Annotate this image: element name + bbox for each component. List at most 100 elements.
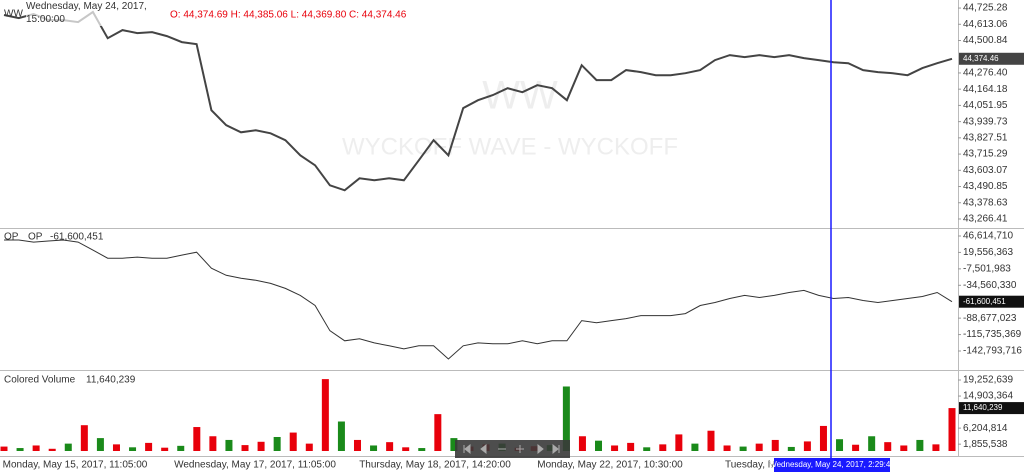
volume-bar [418, 448, 426, 451]
last-value-label: 44,374.46 [963, 54, 999, 63]
volume-bar [868, 436, 876, 451]
nav-icons [463, 443, 560, 455]
volume-bar [932, 444, 940, 451]
volume-bar [723, 445, 731, 451]
volume-bar [32, 445, 40, 451]
price-line [4, 239, 953, 360]
volume-bar [112, 444, 120, 451]
volume-bar [819, 425, 827, 451]
symbol: WW [4, 9, 23, 20]
volume-bar [321, 379, 329, 451]
volume-bar [611, 445, 619, 451]
volume-bar [273, 436, 281, 451]
date-box: Wednesday, May 24, 2017, 15:00:00 [26, 0, 150, 26]
y-tick-label: 43,939.73 [963, 116, 1008, 127]
y-tick-label: 44,613.06 [963, 19, 1008, 30]
volume-bar [177, 445, 185, 451]
plot-layer: 44,725.28 44,613.06 44,500.84 44,276.40 44,1… [0, 3, 1022, 451]
x-tick-label: Thursday, May 18, 2017, 14:20:00 [359, 460, 511, 471]
volume-bar [225, 439, 233, 451]
volume-bar [836, 439, 844, 451]
volume-bar [96, 438, 104, 451]
y-tick-label: -7,501,983 [963, 263, 1011, 274]
volume-bar [450, 438, 458, 451]
volume-bar [643, 447, 651, 451]
volume-bar [386, 442, 394, 451]
volume-bar [16, 448, 24, 451]
volume-bar [193, 427, 201, 451]
price-line [3, 10, 953, 192]
y-tick-label: 44,500.84 [963, 35, 1008, 46]
volume-bar [145, 442, 153, 451]
volume-bar [803, 441, 811, 451]
volume-bar [209, 436, 217, 451]
crosshair-label: Wednesday, May 24, 2017, 2:29:48 [769, 460, 895, 469]
y-tick-label: 46,614,710 [963, 231, 1013, 242]
y-tick-label: 44,276.40 [963, 68, 1008, 79]
osc-title: OP [4, 232, 19, 243]
y-tick-label: -34,560,330 [963, 280, 1017, 291]
last-value-label: 11,640,239 [963, 403, 1003, 412]
volume-bar [305, 443, 313, 451]
osc-last: -61,600,451 [50, 232, 104, 243]
y-tick-label: -115,735,369 [963, 329, 1022, 340]
volume-bar [627, 442, 635, 451]
volume-title: Colored Volume [4, 375, 76, 386]
volume-bar [64, 443, 72, 451]
crosshair-tag [774, 458, 890, 472]
volume-bar [739, 446, 747, 451]
y-tick-label: 43,715.29 [963, 149, 1008, 160]
volume-bar [787, 446, 795, 451]
volume-bar [370, 445, 378, 451]
volume-bar [129, 447, 137, 451]
volume-bar [241, 445, 249, 451]
volume-bar [771, 439, 779, 451]
volume-bar [402, 447, 410, 451]
x-tick-label: Monday, May 15, 2017, 11:05:00 [3, 460, 148, 471]
volume-bar [161, 447, 169, 451]
nav-bg [455, 440, 570, 458]
last-tag [959, 52, 1024, 65]
volume-bar [595, 440, 603, 451]
y-tick-label: 44,164.18 [963, 84, 1008, 95]
nav-bar[interactable] [455, 440, 570, 458]
volume-bar [916, 439, 924, 451]
x-tick-label: Monday, May 22, 2017, 10:30:00 [537, 460, 683, 471]
y-tick-label: 44,051.95 [963, 100, 1008, 111]
y-tick-label: 14,903,364 [963, 391, 1013, 402]
volume-bar [852, 444, 860, 451]
y-tick-label: 19,252,639 [963, 375, 1013, 386]
last-tag [959, 295, 1024, 308]
volume-bar [48, 448, 56, 451]
volume-bar [578, 436, 586, 451]
ohlc: O: 44,374.69 H: 44,385.06 L: 44,369.80 C… [170, 10, 407, 21]
volume-bar [562, 386, 570, 451]
last-tag [959, 402, 1024, 415]
y-tick-label: 43,378.63 [963, 197, 1008, 208]
watermark: WW [482, 74, 558, 118]
y-tick-label: 44,725.28 [963, 3, 1008, 14]
watermark: WYCKOFF WAVE - WYCKOFF [342, 133, 678, 160]
volume-bar [257, 441, 265, 451]
last-value-label: -61,600,451 [963, 297, 1006, 306]
volume-bar [353, 439, 361, 451]
volume-bar [755, 443, 763, 451]
y-tick-label: 6,204,814 [963, 423, 1008, 434]
y-tick-label: 43,827.51 [963, 132, 1008, 143]
volume-bar [948, 408, 956, 451]
osc-series-name: OP [28, 232, 43, 243]
volume-bar [884, 442, 892, 451]
volume-bar [675, 434, 683, 451]
volume-bar [434, 414, 442, 451]
volume-bar [659, 444, 667, 451]
y-tick-label: 43,603.07 [963, 165, 1008, 176]
y-tick-label: 43,266.41 [963, 214, 1008, 225]
volume-bar [707, 430, 715, 451]
volume-bar [900, 445, 908, 451]
y-tick-label: -142,793,716 [963, 346, 1022, 357]
y-tick-label: 19,556,363 [963, 247, 1013, 258]
x-tick-label: Tuesday, M [725, 460, 776, 471]
volume-bar [337, 421, 345, 451]
